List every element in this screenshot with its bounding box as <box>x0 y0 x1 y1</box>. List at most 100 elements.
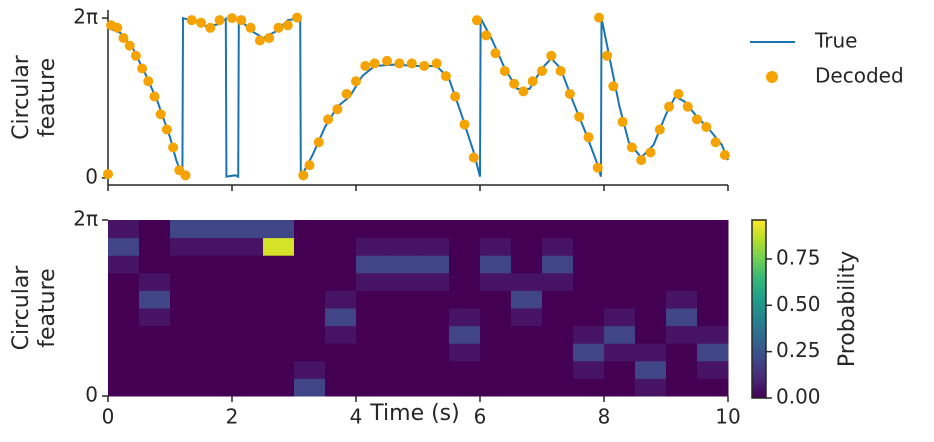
heatmap-cell <box>418 378 450 397</box>
heatmap-cell <box>325 343 357 362</box>
heatmap-cell <box>201 308 233 327</box>
heatmap-cell <box>604 220 636 239</box>
heatmap-cell <box>325 290 357 309</box>
heatmap-cell <box>573 378 605 397</box>
decoded-point <box>161 124 172 135</box>
heatmap-cell <box>139 255 171 274</box>
heatmap-cell <box>418 360 450 379</box>
heatmap-cell <box>232 378 264 397</box>
y-tick-label: 0 <box>85 164 98 188</box>
decoded-point <box>419 60 430 71</box>
decoded-point <box>369 58 380 69</box>
heatmap-cell <box>139 220 171 239</box>
decoded-point <box>292 12 303 23</box>
y-axis-label-text: Circularfeature <box>9 265 60 351</box>
heatmap-cell <box>139 290 171 309</box>
heatmap-cell <box>604 343 636 362</box>
heatmap-cell <box>511 343 543 362</box>
decoded-point <box>537 66 547 77</box>
heatmap-cell <box>294 255 326 274</box>
y-tick-label: 2π <box>73 5 98 29</box>
decoded-point <box>546 50 557 61</box>
heatmap-cell <box>201 220 233 239</box>
heatmap-cell <box>604 308 636 327</box>
heatmap-cell <box>170 378 202 397</box>
heatmap-cell <box>542 325 574 344</box>
heatmap-cell <box>139 272 171 291</box>
heatmap-cell <box>232 255 264 274</box>
heatmap-cell <box>325 360 357 379</box>
heatmap-cell <box>108 290 140 309</box>
heatmap-cell <box>697 343 729 362</box>
decoded-point <box>594 12 605 23</box>
heatmap-cell <box>511 308 543 327</box>
heatmap-cell <box>635 360 667 379</box>
y-axis-label-line: Circular <box>9 265 34 351</box>
heatmap-cell <box>263 325 295 344</box>
decoded-point <box>692 114 702 125</box>
decoded-point <box>236 15 247 26</box>
heatmap-cell <box>604 325 636 344</box>
heatmap-cell <box>449 378 481 397</box>
decoded-point <box>227 13 237 24</box>
y-axis-label: Circularfeature <box>9 54 60 140</box>
decoded-point <box>214 15 225 26</box>
heatmap-cell <box>480 343 512 362</box>
heatmap-cell <box>697 255 729 274</box>
decoded-point <box>264 32 275 43</box>
decoded-point <box>137 63 148 74</box>
heatmap-cell <box>232 343 264 362</box>
heatmap-cell <box>387 220 419 239</box>
x-tick-label: 0 <box>102 405 115 429</box>
heatmap-cell <box>666 272 698 291</box>
heatmap-cell <box>697 290 729 309</box>
heatmap-cell <box>542 290 574 309</box>
heatmap-cell <box>449 237 481 256</box>
heatmap-cell <box>542 360 574 379</box>
true-line <box>107 15 729 179</box>
heatmap-cell <box>666 325 698 344</box>
decoded-point <box>112 22 123 33</box>
heatmap-cell <box>263 255 295 274</box>
decoded-point <box>645 147 656 158</box>
heatmap-cell <box>263 272 295 291</box>
heatmap-cell <box>542 343 574 362</box>
heatmap-cell <box>604 360 636 379</box>
heatmap-cell <box>263 220 295 239</box>
heatmap-cell <box>573 255 605 274</box>
decoded-point <box>664 101 675 112</box>
heatmap-cell <box>449 360 481 379</box>
heatmap-cell <box>480 378 512 397</box>
heatmap-cell <box>170 220 202 239</box>
heatmap-cell <box>480 290 512 309</box>
heatmap-cell <box>232 360 264 379</box>
heatmap-cell <box>294 237 326 256</box>
heatmap-cell <box>511 255 543 274</box>
heatmap-cell <box>635 343 667 362</box>
heatmap-cell <box>542 308 574 327</box>
heatmap-cell <box>294 220 326 239</box>
heatmap-cell <box>542 378 574 397</box>
decoded-point <box>499 66 510 77</box>
heatmap-cell <box>263 308 295 327</box>
heatmap-cell <box>325 220 357 239</box>
heatmap-cell <box>232 220 264 239</box>
heatmap-cell <box>635 237 667 256</box>
decoded-point <box>490 48 501 59</box>
decoded-point <box>254 35 265 46</box>
decoded-point <box>155 109 166 120</box>
legend-marker <box>766 71 778 83</box>
heatmap-cell <box>666 237 698 256</box>
decoded-point <box>282 20 293 31</box>
decoded-point <box>273 22 284 33</box>
heatmap-cell <box>108 255 140 274</box>
heatmap-cell <box>542 255 574 274</box>
heatmap-cell <box>356 325 388 344</box>
heatmap-cell <box>697 360 729 379</box>
decoded-point <box>527 76 538 87</box>
decoded-point <box>180 170 191 181</box>
heatmap-cell <box>480 220 512 239</box>
colorbar-tick-label: 0.25 <box>776 338 821 362</box>
heatmap-cell <box>325 308 357 327</box>
y-axis-label: Circularfeature <box>9 265 60 351</box>
